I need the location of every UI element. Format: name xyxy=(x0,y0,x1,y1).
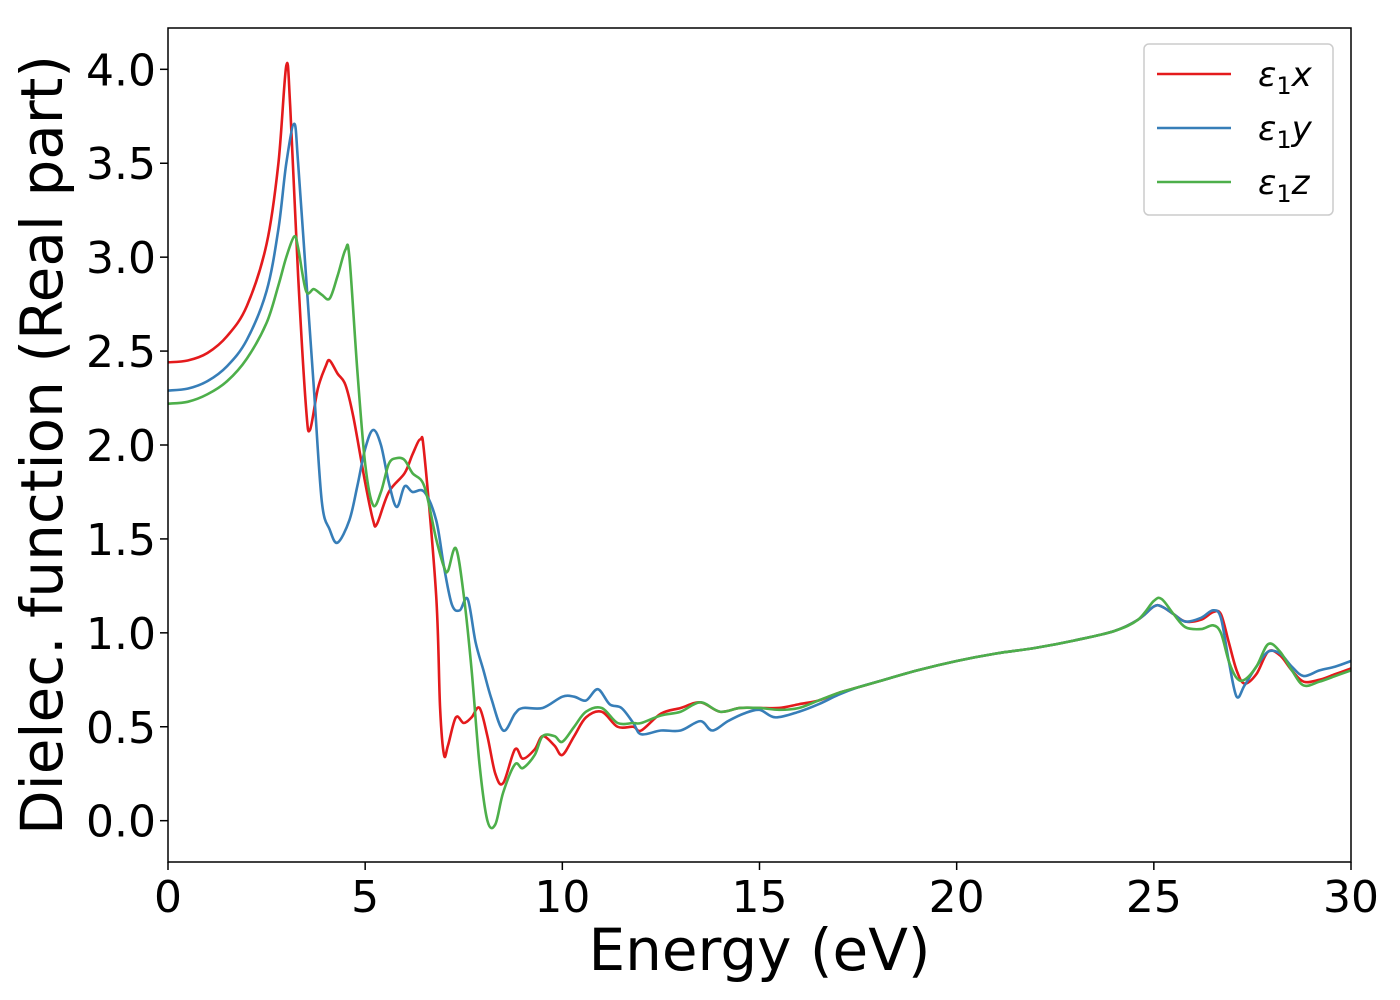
x-axis-ticks: 0 5 10 15 20 25 30 xyxy=(154,862,1379,923)
y-tick-label: 4.0 xyxy=(86,45,156,96)
y-tick-label: 0.0 xyxy=(86,797,156,848)
y-axis-label: Dielec. function (Real part) xyxy=(8,55,76,835)
y-tick-label: 2.0 xyxy=(86,421,156,472)
x-tick-label: 15 xyxy=(732,872,788,923)
x-tick-label: 0 xyxy=(154,872,182,923)
x-axis-label: Energy (eV) xyxy=(588,916,930,984)
legend-label-y: ε1y xyxy=(1258,109,1313,154)
y-tick-label: 1.5 xyxy=(86,515,156,566)
y-tick-label: 2.5 xyxy=(86,327,156,378)
legend-label-z: ε1z xyxy=(1258,163,1311,208)
x-tick-label: 25 xyxy=(1126,872,1182,923)
series-line-z xyxy=(167,234,1352,830)
legend: ε1x ε1y ε1z xyxy=(1143,43,1334,216)
y-tick-label: 0.5 xyxy=(86,703,156,754)
legend-box xyxy=(1143,43,1334,216)
legend-label-x: ε1x xyxy=(1258,55,1313,100)
x-tick-label: 30 xyxy=(1323,872,1379,923)
y-tick-label: 1.0 xyxy=(86,609,156,660)
x-tick-label: 10 xyxy=(534,872,590,923)
series-layer xyxy=(167,61,1352,830)
y-tick-label: 3.5 xyxy=(86,139,156,190)
y-tick-label: 3.0 xyxy=(86,233,156,284)
x-tick-label: 5 xyxy=(351,872,379,923)
y-axis-ticks: 0.0 0.5 1.0 1.5 2.0 2.5 3.0 3.5 4.0 xyxy=(86,45,168,848)
x-tick-label: 20 xyxy=(929,872,985,923)
series-line-y xyxy=(167,122,1352,736)
legend-items: ε1x ε1y ε1z xyxy=(1157,55,1313,208)
